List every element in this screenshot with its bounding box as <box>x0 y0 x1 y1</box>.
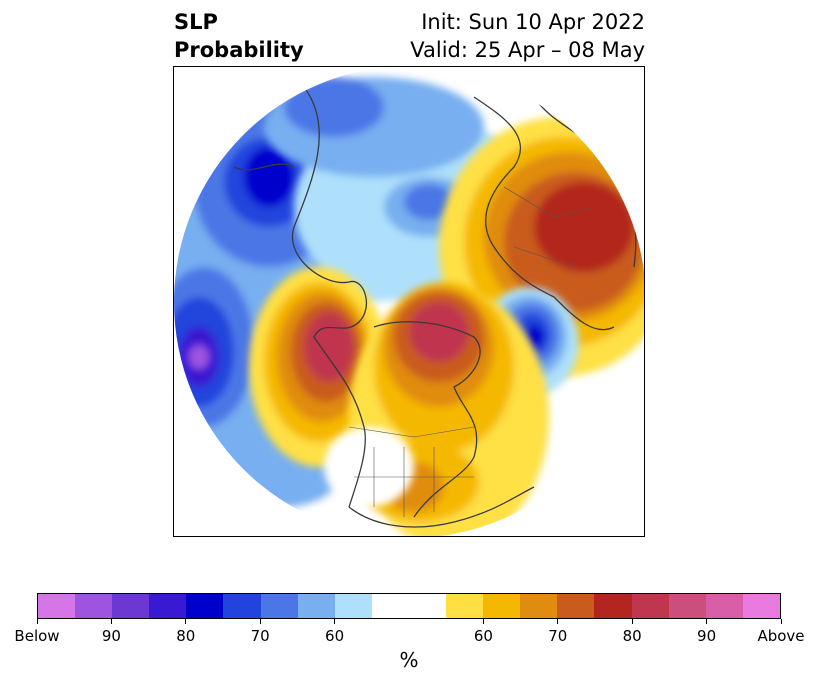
colorbar-segment <box>334 594 372 618</box>
colorbar-segment <box>705 594 743 618</box>
colorbar-tick <box>482 619 484 624</box>
coast-north-america-west <box>291 86 368 508</box>
probability-field <box>174 67 644 536</box>
coast-alaska <box>233 163 295 171</box>
political-borders <box>348 186 595 517</box>
coast-hudson-bay <box>373 321 481 518</box>
colorbar-tick <box>557 619 559 624</box>
map-title-right: Init: Sun 10 Apr 2022 Valid: 25 Apr – 08… <box>410 8 645 64</box>
colorbar-tick <box>36 619 38 624</box>
colorbar-tick-label: 80 <box>176 627 196 645</box>
colorbar-segment <box>38 594 76 618</box>
valid-range: Valid: 25 Apr – 08 May <box>410 38 645 62</box>
title-variable: SLP <box>174 10 218 34</box>
colorbar-tick-label: 80 <box>622 627 642 645</box>
coast-greenland-europe <box>473 96 615 331</box>
colorbar-tick <box>259 619 261 624</box>
colorbar-tick-label: 90 <box>697 627 717 645</box>
colorbar-segment <box>520 594 558 618</box>
colorbar-tick-label: Above <box>757 627 805 645</box>
colorbar-segment <box>149 594 187 618</box>
colorbar-tick <box>706 619 708 624</box>
colorbar-tick <box>631 619 633 624</box>
colorbar-segment <box>186 594 224 618</box>
colorbar-unit: % <box>399 648 419 672</box>
colorbar-segment <box>297 594 335 618</box>
map-canvas <box>174 67 644 536</box>
colorbar-tick <box>334 619 336 624</box>
colorbar-tick-label: 70 <box>250 627 270 645</box>
colorbar-segment <box>446 594 484 618</box>
init-date: Init: Sun 10 Apr 2022 <box>421 10 645 34</box>
colorbar-tick-label: 60 <box>473 627 493 645</box>
neutral-western-us <box>324 427 414 507</box>
title-type: Probability <box>174 38 304 62</box>
colorbar-tick-label: 70 <box>548 627 568 645</box>
colorbar <box>37 593 781 619</box>
colorbar-tick-label: Below <box>14 627 60 645</box>
eurasia-borders <box>503 186 595 268</box>
colorbar-segment <box>594 594 632 618</box>
map-title-left: SLP Probability <box>174 8 304 64</box>
colorbar-segment <box>631 594 669 618</box>
colorbar-segment <box>483 594 521 618</box>
colorbar-segment <box>112 594 150 618</box>
colorbar-segment <box>742 594 780 618</box>
colorbar-tick-label: 90 <box>101 627 121 645</box>
colorbar-segment <box>408 594 447 618</box>
us-state-borders <box>354 447 474 517</box>
colorbar-tick <box>780 619 782 624</box>
colorbar-tick <box>110 619 112 624</box>
colorbar-segment <box>557 594 595 618</box>
colorbar-segment <box>260 594 298 618</box>
colorbar-tick-label: 60 <box>325 627 345 645</box>
colorbar-segment <box>668 594 706 618</box>
colorbar-segment <box>223 594 261 618</box>
probability-map <box>173 66 645 537</box>
colorbar-segment <box>75 594 113 618</box>
border-us-canada <box>348 426 475 438</box>
colorbar-segment <box>371 594 409 618</box>
coast-gulf-mexico <box>348 486 535 528</box>
colorbar-tick <box>185 619 187 624</box>
